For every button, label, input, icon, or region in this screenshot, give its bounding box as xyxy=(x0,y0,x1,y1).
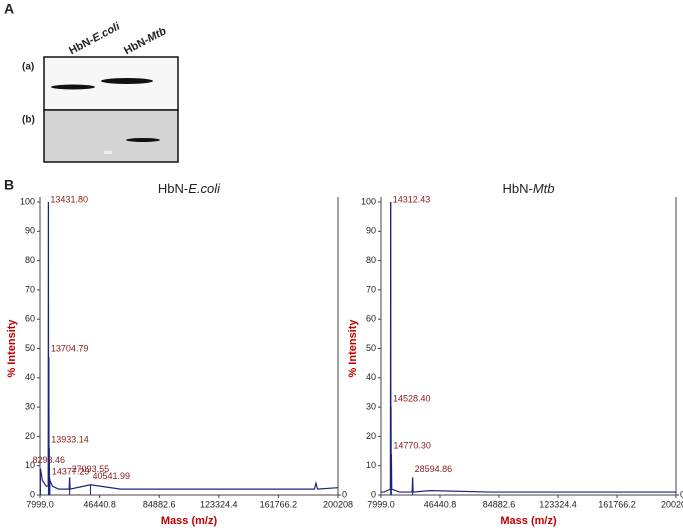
y-tick-label: 20 xyxy=(366,431,376,441)
y-tick-label: 100 xyxy=(20,196,35,206)
x-axis-title: Mass (m/z) xyxy=(161,515,218,527)
y-tick-label: 30 xyxy=(366,401,376,411)
peak-label: 14770.30 xyxy=(393,440,431,450)
chart-title: HbN-Mtb xyxy=(502,181,554,196)
x-tick-label: 46440.8 xyxy=(424,499,457,509)
column-label: HbN-Mtb xyxy=(122,25,168,57)
y-tick-label: 0 xyxy=(30,489,35,499)
y-tick-label: 90 xyxy=(25,226,35,236)
x-tick-label: 46440.8 xyxy=(83,499,116,509)
x-axis-title: Mass (m/z) xyxy=(500,515,557,527)
x-tick-label: 7999.0 xyxy=(26,499,54,509)
x-tick-label: 123324.4 xyxy=(539,499,577,509)
peak-label: 13431.80 xyxy=(50,194,88,204)
peak-label: 8293.46 xyxy=(32,455,65,465)
artifact xyxy=(104,151,112,154)
y-tick-label: 50 xyxy=(25,343,35,353)
chart-title: HbN-E.coli xyxy=(158,181,221,196)
y-tick-label: 20 xyxy=(25,431,35,441)
x-tick-label: 7999.0 xyxy=(367,499,395,509)
peak-label: 13704.79 xyxy=(51,344,89,354)
x-tick-label: 161766.2 xyxy=(260,499,298,509)
x-tick-label: 200208 xyxy=(661,499,683,509)
peak-label: 14312.43 xyxy=(393,194,431,204)
y-tick-label: 30 xyxy=(25,401,35,411)
y-tick-label: 90 xyxy=(366,226,376,236)
y-tick-label: 50 xyxy=(366,343,376,353)
y-tick-label: 100 xyxy=(361,196,376,206)
x-tick-label: 161766.2 xyxy=(598,499,636,509)
y-tick-label: 0 xyxy=(371,489,376,499)
plot-frame xyxy=(39,197,339,496)
column-label: HbN-E.coli xyxy=(67,20,123,57)
y-tick-label: 40 xyxy=(25,372,35,382)
y2-tick-label: 0 xyxy=(342,489,347,499)
band xyxy=(126,138,160,142)
y-tick-label: 40 xyxy=(366,372,376,382)
blot-b xyxy=(43,109,179,163)
blot xyxy=(43,56,179,163)
band xyxy=(101,78,153,84)
row-label: (b) xyxy=(22,115,35,126)
y-tick-label: 10 xyxy=(366,460,376,470)
y-axis-title: % Intensity xyxy=(347,319,359,378)
peak-label: 13933.14 xyxy=(51,434,89,444)
x-tick-label: 123324.4 xyxy=(200,499,238,509)
x-tick-label: 84882.6 xyxy=(483,499,516,509)
y-tick-label: 10 xyxy=(25,460,35,470)
y-tick-label: 70 xyxy=(366,284,376,294)
x-tick-label: 200208 xyxy=(323,499,353,509)
band xyxy=(51,84,95,90)
panel-label: A xyxy=(4,1,14,17)
y-tick-label: 80 xyxy=(366,255,376,265)
x-tick-label: 84882.6 xyxy=(143,499,176,509)
peak-label: 14377.29 xyxy=(52,467,90,477)
y-tick-label: 60 xyxy=(25,314,35,324)
y-tick-label: 80 xyxy=(25,255,35,265)
blot-a xyxy=(43,56,179,111)
peak-label: 28594.86 xyxy=(415,464,453,474)
y-tick-label: 60 xyxy=(366,314,376,324)
peak-label: 14528.40 xyxy=(393,393,431,403)
plot-frame xyxy=(380,197,677,496)
peak-label: 40541.99 xyxy=(92,471,130,481)
y-axis-title: % Intensity xyxy=(6,319,18,378)
row-label: (a) xyxy=(22,62,34,73)
y2-tick-label: 0 xyxy=(680,489,683,499)
y-tick-label: 70 xyxy=(25,284,35,294)
panel-label: B xyxy=(4,177,14,193)
peak-label: 27093.55 xyxy=(72,464,110,474)
